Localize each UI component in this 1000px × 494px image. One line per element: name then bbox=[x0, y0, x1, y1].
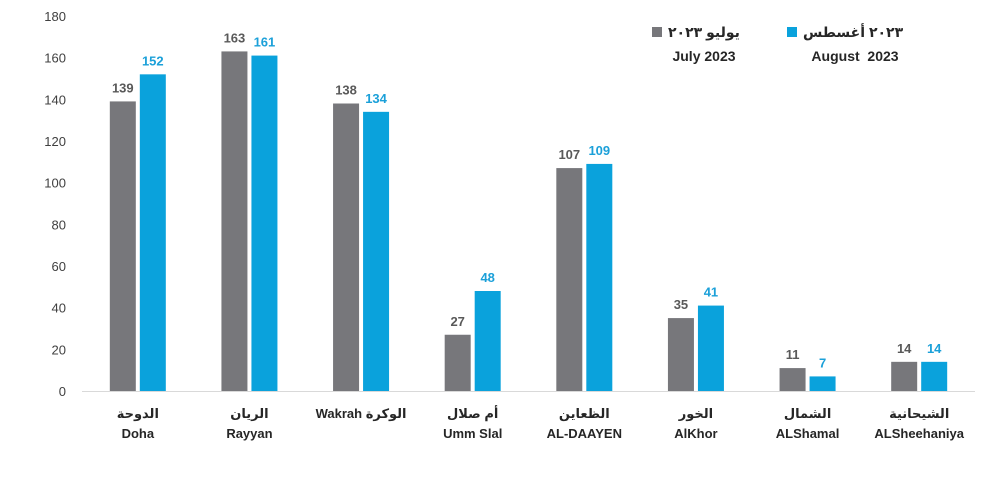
data-label: 11 bbox=[786, 347, 800, 362]
data-label: 107 bbox=[558, 147, 580, 162]
category-labels: الدوحة Doha الريان Rayyan Wakrah الوكرة أم صل… bbox=[117, 405, 965, 441]
bar-july bbox=[667, 318, 694, 391]
bar-july bbox=[333, 103, 360, 391]
category-label-ar: الظعاين bbox=[559, 406, 610, 421]
bar-july bbox=[444, 334, 471, 391]
data-label: 35 bbox=[674, 297, 688, 312]
y-tick-label: 120 bbox=[44, 134, 66, 149]
bars bbox=[109, 51, 948, 392]
bar-august bbox=[251, 55, 278, 391]
category-label-en: ALSheehaniya bbox=[874, 426, 964, 441]
category-label-ar: الخور bbox=[678, 406, 713, 421]
legend-label-july-ar: يوليو ٢٠٢٣ bbox=[668, 24, 740, 41]
y-tick-label: 80 bbox=[52, 217, 66, 232]
y-axis: 0 20 40 60 80 100 120 140 160 180 bbox=[44, 9, 975, 399]
legend: يوليو ٢٠٢٣ July 2023 ٢٠٢٣ أغسطس August 2023 bbox=[652, 23, 904, 64]
data-label: 138 bbox=[335, 83, 357, 98]
category-label-ar: الريان bbox=[230, 406, 268, 421]
category-label-ar: الشيحانية bbox=[889, 406, 949, 421]
category-label-ar: Wakrah الوكرة bbox=[316, 406, 407, 421]
category-label-ar: الدوحة bbox=[117, 406, 159, 421]
category-label-ar: الشمال bbox=[784, 406, 831, 421]
data-label: 161 bbox=[254, 35, 276, 50]
bar-august bbox=[586, 163, 613, 391]
data-label: 27 bbox=[450, 314, 464, 329]
category-label-ar: أم صلال bbox=[447, 405, 498, 422]
data-label: 134 bbox=[365, 91, 387, 106]
bar-august bbox=[809, 376, 836, 391]
bar-august bbox=[474, 291, 501, 391]
category-label-en: AL-DAAYEN bbox=[547, 426, 622, 441]
category-label-en: Rayyan bbox=[226, 426, 272, 441]
y-tick-label: 180 bbox=[44, 9, 66, 24]
data-label: 139 bbox=[112, 80, 134, 95]
y-tick-label: 100 bbox=[44, 176, 66, 191]
y-tick-label: 0 bbox=[59, 384, 66, 399]
legend-label-august-en: August 2023 bbox=[811, 48, 898, 64]
data-label: 14 bbox=[897, 341, 912, 356]
data-label: 152 bbox=[142, 53, 164, 68]
y-tick-label: 140 bbox=[44, 92, 66, 107]
bar-july bbox=[556, 168, 583, 391]
bar-july bbox=[109, 101, 136, 392]
data-labels: 139 152 163 161 138 134 27 48 107 109 35 41 11 7 14 14 bbox=[112, 30, 942, 370]
data-label: 109 bbox=[588, 143, 610, 158]
category-label-en: Doha bbox=[122, 426, 155, 441]
bar-august bbox=[139, 74, 166, 391]
y-tick-label: 160 bbox=[44, 51, 66, 66]
y-tick-label: 20 bbox=[52, 342, 66, 357]
bar-july bbox=[891, 361, 918, 391]
bar-august bbox=[363, 111, 390, 391]
bar-july bbox=[221, 51, 248, 392]
data-label: 41 bbox=[704, 285, 718, 300]
bar-august bbox=[921, 361, 948, 391]
data-label: 48 bbox=[480, 270, 494, 285]
legend-swatch-august bbox=[787, 27, 797, 37]
legend-label-august-ar: ٢٠٢٣ أغسطس bbox=[803, 23, 904, 40]
category-label-en: AlKhor bbox=[674, 426, 717, 441]
bar-august bbox=[697, 305, 724, 391]
legend-swatch-july bbox=[652, 27, 662, 37]
y-tick-label: 60 bbox=[52, 259, 66, 274]
data-label: 7 bbox=[819, 355, 826, 370]
y-tick-label: 40 bbox=[52, 301, 66, 316]
data-label: 163 bbox=[224, 30, 246, 45]
data-label: 14 bbox=[927, 341, 942, 356]
legend-label-july-en: July 2023 bbox=[672, 48, 735, 64]
category-label-en: ALShamal bbox=[776, 426, 840, 441]
category-label-en: Umm Slal bbox=[443, 426, 502, 441]
bar-july bbox=[779, 368, 806, 391]
